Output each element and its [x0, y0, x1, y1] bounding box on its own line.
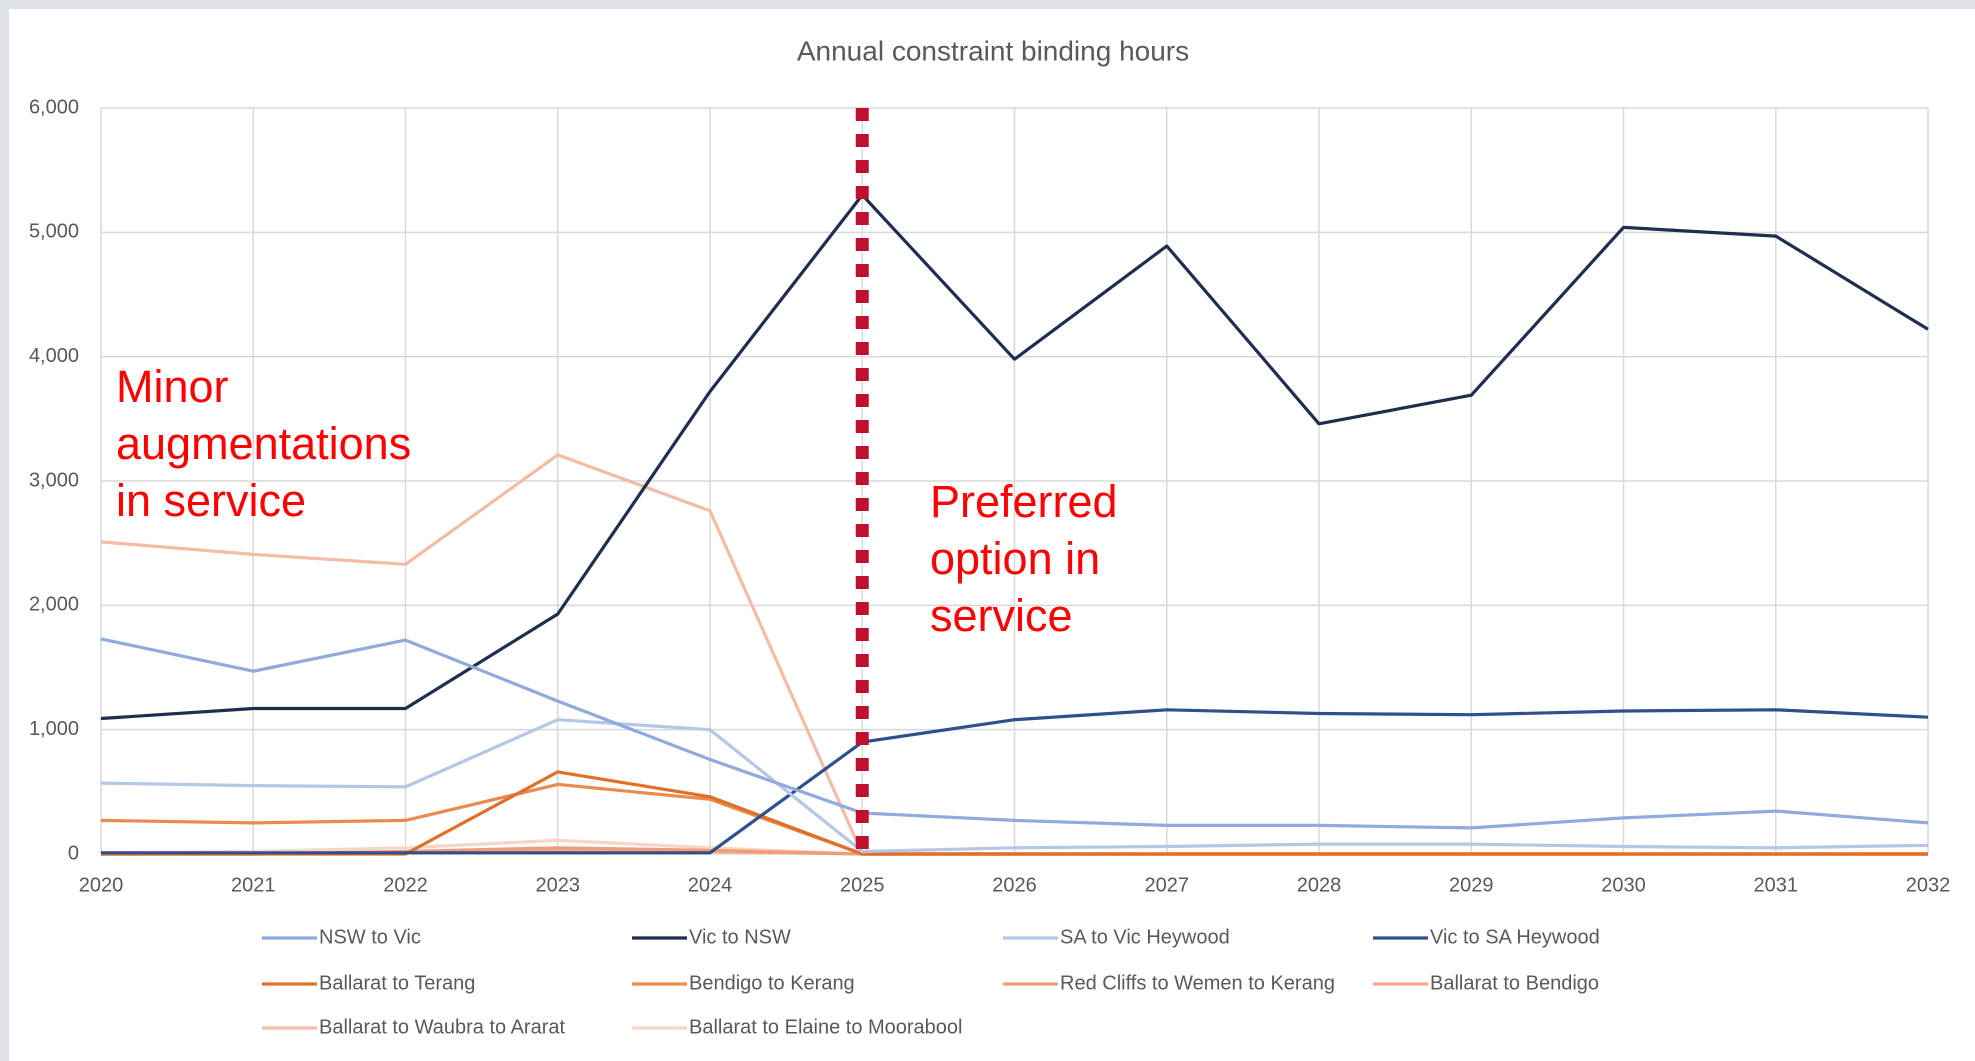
legend-label: Ballarat to Bendigo	[1430, 972, 1599, 994]
x-tick-label: 2020	[79, 874, 124, 896]
chart-area	[9, 9, 1975, 1061]
y-tick-label: 4,000	[29, 345, 79, 367]
legend-label: Red Cliffs to Wemen to Kerang	[1060, 972, 1335, 994]
series-line	[100, 637, 1929, 830]
annotation: option in	[930, 533, 1100, 584]
x-tick-label: 2026	[992, 874, 1037, 896]
x-tick-label: 2029	[1449, 874, 1494, 896]
x-tick-label: 2031	[1754, 874, 1799, 896]
x-tick-label: 2025	[840, 874, 885, 896]
legend-label: Ballarat to Elaine to Moorabool	[689, 1016, 963, 1038]
x-tick-label: 2021	[231, 874, 276, 896]
legend-label: Vic to NSW	[689, 926, 791, 948]
chart-title: Annual constraint binding hours	[797, 35, 1189, 66]
annotation: Minor	[116, 361, 229, 412]
legend-label: Bendigo to Kerang	[689, 972, 855, 994]
legend-label: Vic to SA Heywood	[1430, 926, 1600, 948]
legend-label: NSW to Vic	[319, 926, 421, 948]
legend-label: SA to Vic Heywood	[1060, 926, 1230, 948]
y-tick-label: 2,000	[29, 594, 79, 616]
x-tick-label: 2030	[1601, 874, 1646, 896]
y-tick-label: 0	[68, 842, 79, 864]
y-tick-label: 6,000	[29, 96, 79, 118]
annotation: augmentations	[116, 418, 411, 469]
annotation: Preferred	[930, 476, 1118, 527]
annotation: service	[930, 590, 1073, 641]
x-tick-label: 2028	[1297, 874, 1342, 896]
y-tick-label: 5,000	[29, 221, 79, 243]
x-tick-label: 2023	[536, 874, 581, 896]
series-line	[101, 708, 1929, 855]
x-tick-label: 2032	[1906, 874, 1951, 896]
series-line	[100, 193, 1929, 721]
legend-label: Ballarat to Waubra to Ararat	[319, 1016, 565, 1038]
legend-label: Ballarat to Terang	[319, 972, 475, 994]
x-tick-label: 2024	[688, 874, 733, 896]
series-line	[100, 718, 1929, 854]
annotation: in service	[116, 475, 306, 526]
x-tick-label: 2022	[383, 874, 428, 896]
x-tick-label: 2027	[1145, 874, 1190, 896]
y-tick-label: 1,000	[29, 718, 79, 740]
y-tick-label: 3,000	[29, 469, 79, 491]
